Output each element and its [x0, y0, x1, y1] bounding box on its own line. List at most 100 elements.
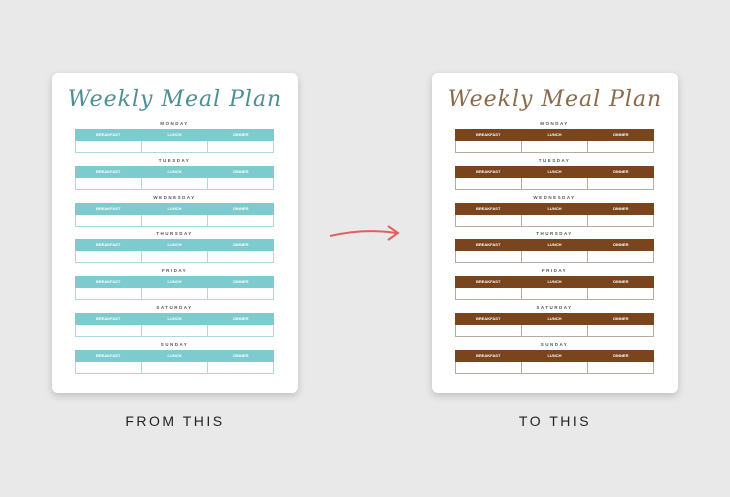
meal-cell-breakfast[interactable] [455, 361, 522, 374]
meal-cell-lunch[interactable] [522, 251, 588, 264]
meal-row [75, 141, 274, 153]
day-monday: MONDAY BREAKFAST LUNCH DINNER [455, 121, 654, 158]
meal-cell-dinner[interactable] [208, 177, 274, 190]
meal-label: LUNCH [547, 352, 562, 358]
planner-after: Weekly Meal Plan MONDAY BREAKFAST LUNCH DIN… [432, 73, 678, 393]
meal-row [75, 251, 274, 264]
meal-cell-lunch[interactable] [522, 214, 588, 227]
planner-title: Weekly Meal Plan [67, 87, 283, 112]
meal-cell-breakfast[interactable] [75, 177, 142, 190]
meal-header: BREAKFAST LUNCH DINNER [75, 276, 274, 289]
meal-row [455, 251, 654, 264]
meal-cell-dinner[interactable] [208, 214, 274, 227]
meal-header: BREAKFAST LUNCH DINNER [455, 312, 654, 325]
meal-row [455, 141, 654, 153]
meal-header: BREAKFAST LUNCH DINNER [455, 349, 654, 362]
meal-cell-breakfast[interactable] [75, 288, 142, 301]
meal-label: DINNER [613, 315, 629, 321]
day-friday: FRIDAY BREAKFAST LUNCH DINNER [75, 268, 274, 305]
meal-cell-dinner[interactable] [208, 141, 274, 153]
meal-row [75, 288, 274, 301]
meal-cell-dinner[interactable] [588, 141, 654, 153]
meal-row [75, 324, 274, 337]
meal-label: DINNER [613, 168, 629, 174]
meal-label: LUNCH [547, 279, 562, 285]
day-thursday: THURSDAY BREAKFAST LUNCH DINNER [455, 231, 654, 268]
meal-label: DINNER [613, 132, 629, 137]
meal-label: LUNCH [167, 352, 182, 358]
planner-title: Weekly Meal Plan [447, 87, 663, 112]
meal-cell-dinner[interactable] [588, 324, 654, 337]
meal-cell-breakfast[interactable] [455, 288, 522, 301]
meal-cell-lunch[interactable] [142, 251, 208, 264]
meal-label: BREAKFAST [95, 315, 121, 321]
meal-header: BREAKFAST LUNCH DINNER [75, 239, 274, 252]
meal-cell-lunch[interactable] [522, 324, 588, 337]
day-label: SATURDAY [536, 304, 573, 310]
meal-cell-lunch[interactable] [142, 324, 208, 337]
meal-cell-breakfast[interactable] [455, 324, 522, 337]
meal-cell-dinner[interactable] [588, 288, 654, 301]
meal-cell-lunch[interactable] [142, 214, 208, 227]
meal-cell-lunch[interactable] [142, 361, 208, 374]
meal-header: BREAKFAST LUNCH DINNER [455, 129, 654, 141]
meal-cell-lunch[interactable] [142, 141, 208, 153]
meal-row [75, 177, 274, 190]
meal-cell-dinner[interactable] [208, 288, 274, 301]
meal-cell-lunch[interactable] [142, 177, 208, 190]
meal-label: DINNER [613, 205, 629, 211]
meal-label: LUNCH [547, 242, 562, 248]
meal-cell-lunch[interactable] [522, 177, 588, 190]
meal-header: BREAKFAST LUNCH DINNER [75, 129, 274, 141]
meal-label: BREAKFAST [95, 168, 121, 174]
meal-header: BREAKFAST LUNCH DINNER [455, 239, 654, 252]
meal-cell-dinner[interactable] [588, 214, 654, 227]
meal-row [455, 177, 654, 190]
meal-cell-lunch[interactable] [142, 288, 208, 301]
day-label: SUNDAY [540, 341, 569, 347]
meal-label: DINNER [613, 352, 629, 358]
meal-cell-breakfast[interactable] [75, 251, 142, 264]
meal-cell-breakfast[interactable] [455, 214, 522, 227]
meal-cell-dinner[interactable] [208, 361, 274, 374]
meal-label: BREAKFAST [95, 352, 121, 358]
days-list: MONDAY BREAKFAST LUNCH DINNER TUESDAY BREAKFA… [455, 121, 654, 379]
meal-cell-breakfast[interactable] [455, 251, 522, 264]
meal-cell-dinner[interactable] [588, 177, 654, 190]
meal-label: BREAKFAST [475, 205, 501, 211]
meal-label: BREAKFAST [95, 205, 121, 211]
day-saturday: SATURDAY BREAKFAST LUNCH DINNER [455, 305, 654, 342]
day-saturday: SATURDAY BREAKFAST LUNCH DINNER [75, 305, 274, 342]
meal-cell-lunch[interactable] [522, 141, 588, 153]
meal-label: DINNER [233, 315, 249, 321]
meal-cell-lunch[interactable] [522, 288, 588, 301]
meal-cell-breakfast[interactable] [75, 214, 142, 227]
meal-cell-lunch[interactable] [522, 361, 588, 374]
day-tuesday: TUESDAY BREAKFAST LUNCH DINNER [455, 158, 654, 195]
meal-row [455, 288, 654, 301]
day-label: WEDNESDAY [533, 194, 576, 200]
meal-label: BREAKFAST [475, 315, 501, 321]
day-thursday: THURSDAY BREAKFAST LUNCH DINNER [75, 231, 274, 268]
meal-cell-dinner[interactable] [208, 324, 274, 337]
day-tuesday: TUESDAY BREAKFAST LUNCH DINNER [75, 158, 274, 195]
day-label: FRIDAY [541, 268, 568, 274]
meal-label: DINNER [233, 205, 249, 211]
meal-cell-breakfast[interactable] [455, 177, 522, 190]
meal-cell-breakfast[interactable] [75, 361, 142, 374]
meal-label: BREAKFAST [95, 279, 121, 285]
meal-cell-dinner[interactable] [588, 361, 654, 374]
meal-cell-breakfast[interactable] [75, 324, 142, 337]
meal-cell-breakfast[interactable] [455, 141, 522, 153]
meal-header: BREAKFAST LUNCH DINNER [75, 165, 274, 178]
caption-to: TO THIS [518, 413, 592, 429]
meal-cell-breakfast[interactable] [75, 141, 142, 153]
meal-cell-dinner[interactable] [208, 251, 274, 264]
meal-label: LUNCH [167, 205, 182, 211]
meal-label: LUNCH [167, 315, 182, 321]
meal-cell-dinner[interactable] [588, 251, 654, 264]
meal-label: LUNCH [547, 132, 562, 137]
meal-label: BREAKFAST [475, 242, 501, 248]
meal-header: BREAKFAST LUNCH DINNER [455, 276, 654, 289]
day-label: SUNDAY [160, 341, 189, 347]
